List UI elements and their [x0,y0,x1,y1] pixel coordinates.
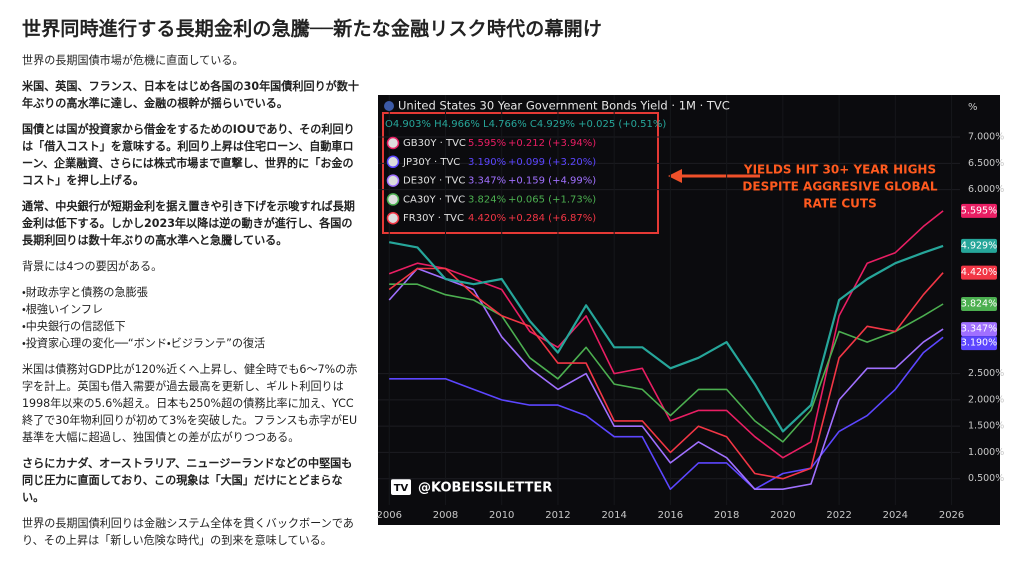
article-title: 世界同時進行する長期金利の急騰──新たな金融リスク時代の幕開け [22,18,603,40]
price-label-bg [961,265,997,280]
chart-background [378,95,1000,525]
price-label: 3.347% [961,324,997,335]
series-line [389,241,944,433]
price-label: 4.420% [961,267,997,278]
paragraph: 背景には4つの要因がある。 [22,260,163,273]
price-label-bg [961,238,997,253]
legend-name: FR30Y · TVC [403,213,464,224]
y-tick-label: 2.000% [968,394,1004,405]
y-tick-label: 2.500% [968,368,1004,379]
legend-value: 3.824% [468,194,506,205]
price-label-bg [961,203,997,218]
price-label: 3.190% [961,338,997,349]
flag-icon [386,174,400,187]
chart-header: United States 30 Year Government Bonds Y… [398,99,730,113]
annotation: YIELDS HIT 30+ YEAR HIGHS [743,163,936,177]
legend-change: +0.159 (+4.99%) [508,176,596,187]
legend-value: 4.420% [468,213,506,224]
x-tick-label: 2016 [658,510,683,521]
legend-value: 3.190% [468,157,506,168]
legend-change: +0.065 (+1.73%) [508,194,596,205]
paragraph: 国債とは国が投資家から借金をするためのIOUであり、その利回りは「借入コスト」を… [22,123,355,187]
flag-icon [386,211,400,225]
paragraph: 世界の長期国債利回りは金融システム全体を貫くバックボーンであり、その上昇は「新し… [22,517,354,547]
list-item: ・根強いインフレ [22,303,104,316]
price-label: 5.595% [961,205,997,216]
y-tick-label: 7.000% [968,132,1004,143]
y-tick-label: 6.500% [968,158,1004,169]
x-tick-label: 2024 [883,510,908,521]
flag-icon [384,101,394,111]
flag-icon [386,136,400,150]
legend-change: +0.284 (+6.87%) [508,213,596,224]
paragraph: 世界の長期国債市場が危機に直面している。 [22,54,244,67]
x-tick-label: 2008 [433,510,458,521]
legend-change: +0.099 (+3.20%) [508,157,596,168]
tv-logo-text: TV [394,483,409,494]
legend-value: 3.347% [468,176,506,187]
ohlc-readout: O4.903% H4.966% L4.766% C4.929% +0.025 (… [385,119,666,130]
price-label: 4.929% [961,240,997,251]
y-tick-label: 1.000% [968,447,1004,458]
annotation: DESPITE AGGRESIVE GLOBAL [742,180,938,194]
flag-icon [386,193,400,206]
list-item: ・財政赤字と債務の急膨張 [22,286,148,299]
legend-name: CA30Y · TVC [403,194,465,205]
price-label-bg [961,322,997,337]
legend-name: GB30Y · TVC [403,138,466,149]
y-tick-label: 1.500% [968,421,1004,432]
x-tick-label: 2014 [601,510,626,521]
legend-name: DE30Y · TVC [403,176,465,187]
series-line [388,267,944,480]
x-tick-label: 2022 [826,510,851,521]
arrow-head [668,169,682,183]
paragraph: 米国は債務対GDP比が120%近くへ上昇し、健全時でも6〜7%の赤字を計上。英国… [22,363,358,444]
price-label-bg [961,296,997,311]
paragraph: ・財政赤字と債務の急膨張 ・根強いインフレ・中央銀行の信認低下・投資家心理の変化─… [22,284,362,352]
paragraph: 通常、中央銀行が短期金利を据え置きや引き下げを示唆すれば長期金利は低下する。しか… [22,200,355,247]
legend-change: +0.212 (+3.94%) [508,138,596,149]
series-line [389,283,944,443]
y-tick-label: 0.500% [968,473,1004,484]
legend-frame [382,112,659,234]
y-tick-label: 6.000% [968,184,1004,195]
legend-value: 5.595% [468,138,506,149]
tv-logo [391,479,411,495]
list-item: ・中央銀行の信認低下 [22,320,126,333]
annotation: RATE CUTS [803,197,877,211]
paragraph: さらにカナダ、オーストラリア、ニュージーランドなどの中堅国も同じ圧力に直面してお… [22,457,353,504]
watermark: @KOBEISSILETTER [418,481,552,496]
x-tick-label: 2026 [939,510,964,521]
axis-unit: % [968,102,978,113]
price-label: 3.824% [961,298,997,309]
series-line [389,336,944,490]
x-tick-label: 2018 [714,510,739,521]
flag-icon [386,155,400,169]
x-tick-label: 2012 [545,510,570,521]
paragraph: 米国、英国、フランス、日本をはじめ各国の30年国債利回りが数十年ぶりの高水準に達… [22,80,359,110]
list-item: ・投資家心理の変化──“ボンド・ビジランテ”の復活 [22,337,266,350]
x-tick-label: 2010 [489,510,514,521]
legend-name: JP30Y · TVC [402,157,460,168]
price-label-bg [961,336,997,351]
article-body: 世界の長期国債市場が危機に直面している。米国、英国、フランス、日本をはじめ各国の… [22,52,362,558]
x-tick-label: 2006 [377,510,402,521]
x-tick-label: 2020 [770,510,795,521]
